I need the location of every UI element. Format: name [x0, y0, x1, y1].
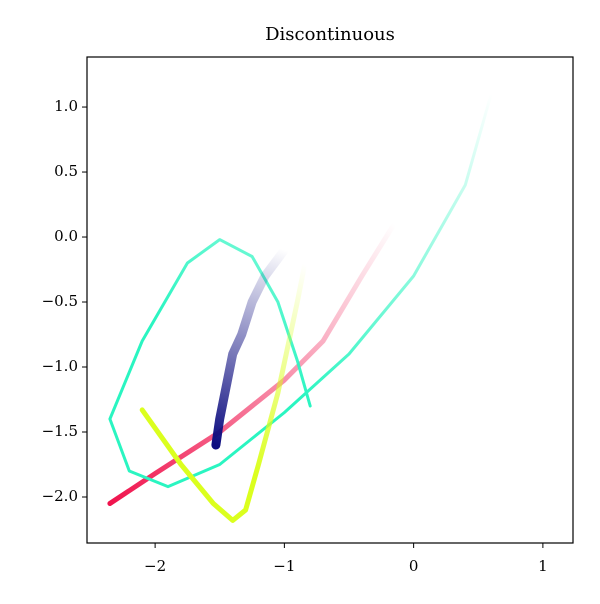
chart-title: Discontinuous: [265, 24, 395, 45]
line: [139, 179, 326, 523]
y-tick-label: 0.5: [54, 162, 78, 180]
y-tick-label: −1.5: [42, 422, 78, 440]
y-tick-label: −2.0: [42, 487, 78, 505]
line: [107, 221, 397, 506]
y-tick-label: 1.0: [54, 97, 78, 115]
line: [211, 245, 289, 450]
x-tick-label: −2: [144, 557, 166, 575]
y-tick-label: −1.0: [42, 357, 78, 375]
y-tick-label: −0.5: [42, 292, 78, 310]
y-tick-label: 0.0: [54, 227, 78, 245]
x-tick-label: 0: [409, 557, 419, 575]
x-tick-label: −1: [273, 557, 295, 575]
plot-frame: [86, 56, 574, 544]
x-tick-label: 1: [538, 557, 548, 575]
